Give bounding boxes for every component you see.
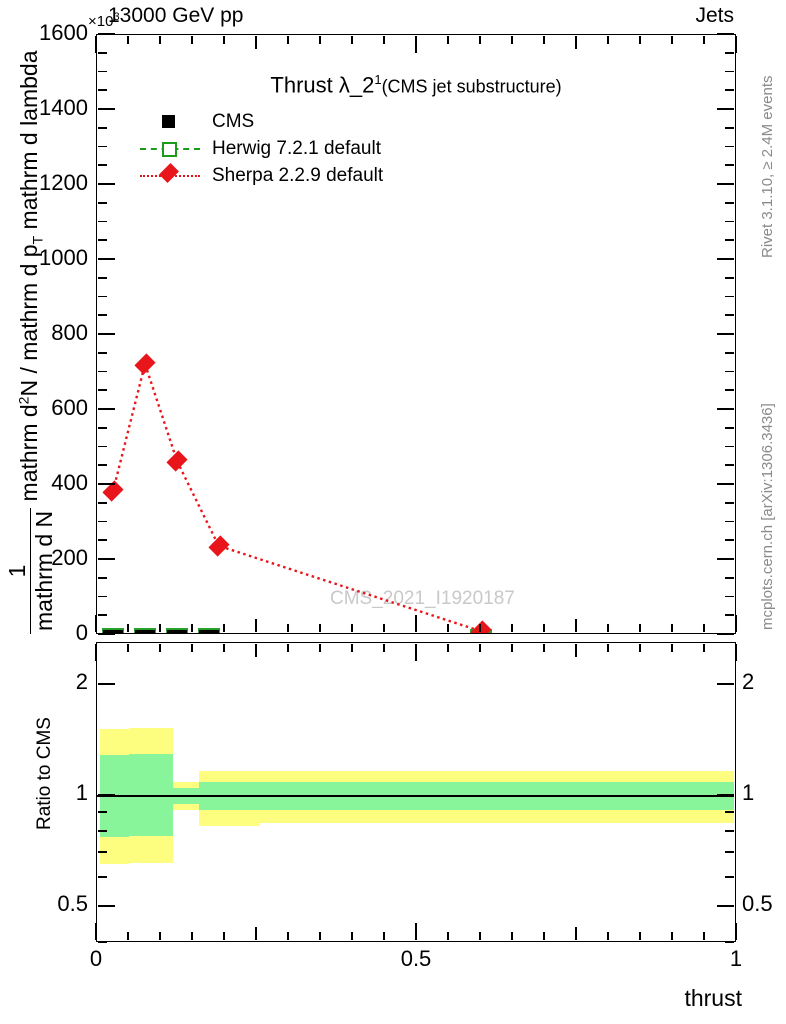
plot-title-observable: Thrust λ_2 xyxy=(270,72,375,98)
cms-bin-marker xyxy=(135,629,155,633)
cms-bin-marker xyxy=(103,629,123,633)
y-axis-tick-label-200: 200 xyxy=(51,545,88,570)
legend-label-herwig: Herwig 7.2.1 default xyxy=(212,138,381,159)
analysis-id-watermark: CMS_2021_I1920187 xyxy=(330,588,515,609)
x-axis-tick-label-0.5: 0.5 xyxy=(400,946,432,971)
ratio-y-tick-label-right-1: 1 xyxy=(742,780,755,806)
x-axis-tick-label-1: 1 xyxy=(729,946,743,971)
ratio-y-tick-label-left-1: 1 xyxy=(75,780,88,806)
x-axis-tick-label-0: 0 xyxy=(89,946,103,971)
y-axis-tick-label-400: 400 xyxy=(51,470,88,495)
y-axis-tick-label-600: 600 xyxy=(51,395,88,420)
y-axis-tick-label-800: 800 xyxy=(51,320,88,345)
y-axis-tick-label-1200: 1200 xyxy=(39,170,88,195)
y-axis-scale-multiplier: ×103 xyxy=(88,10,120,29)
main-plot-frame xyxy=(96,34,736,634)
x-axis-title: thrust xyxy=(684,985,742,1011)
plot-title-parenthetical: (CMS jet substructure) xyxy=(381,76,562,97)
scale-multiplier-exponent: 3 xyxy=(113,11,120,23)
y-axis-tick-label-0: 0 xyxy=(75,620,88,645)
legend-label-cms: CMS xyxy=(212,111,255,132)
ratio-y-tick-label-left-0.5: 0.5 xyxy=(57,891,88,917)
ratio-band-inner xyxy=(129,754,173,836)
cms-bin-marker xyxy=(199,629,219,633)
legend-key-sherpa xyxy=(140,162,200,189)
filled-square-icon xyxy=(162,115,175,128)
beam-energy-label: 13000 GeV pp xyxy=(108,4,244,27)
ratio-plot-frame xyxy=(96,642,736,942)
main-plot-area xyxy=(97,35,734,633)
legend-key-cms xyxy=(140,108,200,135)
ratio-y-tick-label-right-0.5: 0.5 xyxy=(742,891,773,917)
scale-multiplier-base: ×10 xyxy=(88,13,114,30)
plot-title: Thrust λ_21(CMS jet substructure) xyxy=(96,68,736,98)
ratio-unity-line xyxy=(97,795,734,798)
ratio-plot-area xyxy=(97,643,734,940)
ratio-y-tick-label-left-2: 2 xyxy=(75,669,88,695)
y-axis-tick-label-1600: 1600 xyxy=(39,20,88,45)
plot-title-exponent: 1 xyxy=(374,72,382,87)
legend-key-herwig xyxy=(140,135,200,162)
y-axis-tick-label-1000: 1000 xyxy=(39,245,88,270)
legend-label-sherpa: Sherpa 2.2.9 default xyxy=(212,165,384,186)
y-axis-tick-label-1400: 1400 xyxy=(39,95,88,120)
series-line-sherpa xyxy=(111,359,482,633)
ratio-y-tick-label-right-2: 2 xyxy=(742,669,755,695)
open-square-icon xyxy=(162,142,177,157)
cms-bin-marker xyxy=(167,629,187,633)
series-line-layer xyxy=(111,359,482,633)
analysis-category-label: Jets xyxy=(695,4,734,27)
